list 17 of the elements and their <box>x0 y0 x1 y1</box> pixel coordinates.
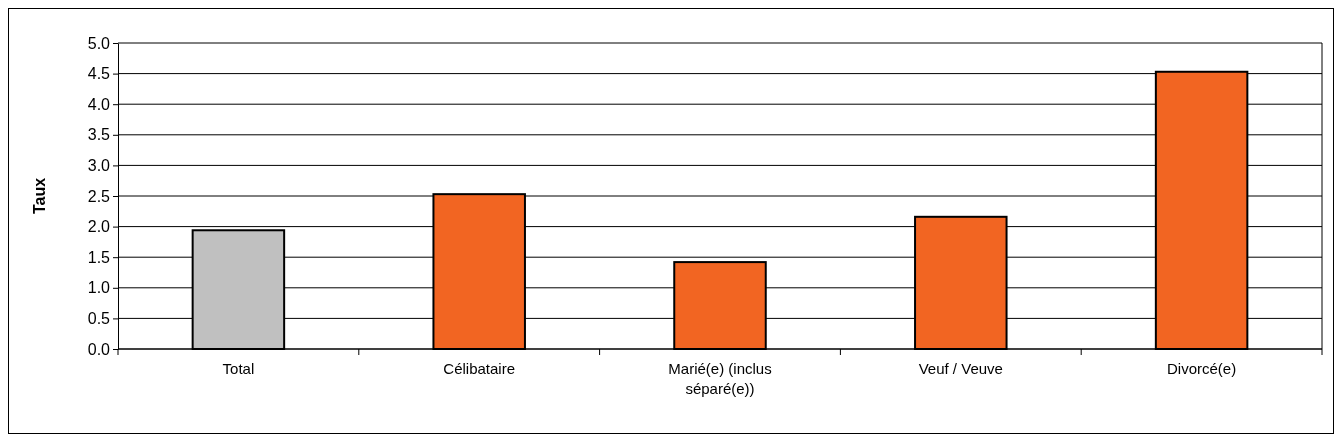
y-tick-label: 3.5 <box>87 126 111 144</box>
x-tick-label: Veuf / Veuve <box>918 360 1003 377</box>
x-tick-label: Total <box>222 360 255 377</box>
y-tick-label: 2.5 <box>87 187 111 205</box>
y-tick-label: 0.5 <box>87 310 111 328</box>
y-axis-title: Taux <box>31 177 48 215</box>
x-tick-label: Célibataire <box>443 360 516 377</box>
y-tick-label: 1.5 <box>87 248 111 266</box>
y-tick-label: 4.0 <box>87 95 111 113</box>
y-tick-label: 0.0 <box>87 340 111 358</box>
y-tick-label: 2.0 <box>87 218 111 236</box>
y-tick-label: 5.0 <box>87 34 111 52</box>
x-tick-label: Marié(e) (inclus séparé(e)) <box>668 360 772 397</box>
y-tick-label: 3.0 <box>87 157 111 175</box>
y-tick-label: 1.0 <box>87 279 111 297</box>
x-tick-label: Divorcé(e) <box>1167 360 1237 377</box>
y-tick-label: 4.5 <box>87 65 111 83</box>
